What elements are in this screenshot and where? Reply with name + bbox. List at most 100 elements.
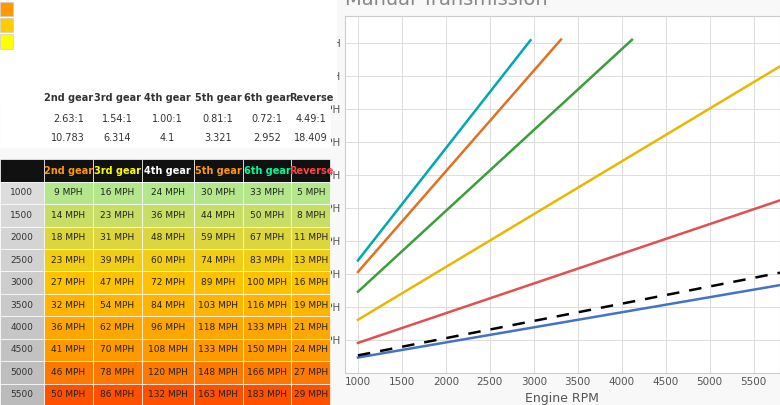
Text: 36 MPH: 36 MPH: [51, 323, 85, 332]
Text: 0.81:1: 0.81:1: [203, 114, 233, 124]
Text: 118 MPH: 118 MPH: [198, 323, 238, 332]
Text: 44 MPH: 44 MPH: [201, 211, 236, 220]
Bar: [0, 316, 44, 339]
Bar: [243, 128, 292, 147]
Text: 74 MPH: 74 MPH: [201, 256, 236, 265]
Bar: [0, 128, 44, 147]
Bar: [44, 339, 93, 361]
Bar: [292, 294, 330, 316]
Bar: [93, 316, 141, 339]
Bar: [93, 182, 141, 204]
Text: 100 MPH: 100 MPH: [247, 278, 287, 287]
Bar: [292, 109, 330, 128]
Text: 46 MPH: 46 MPH: [51, 368, 85, 377]
Bar: [141, 204, 193, 226]
Text: 47 MPH: 47 MPH: [100, 278, 134, 287]
Bar: [141, 87, 193, 109]
Bar: [292, 361, 330, 384]
Text: 62 MPH: 62 MPH: [100, 323, 134, 332]
Text: 5500: 5500: [10, 390, 34, 399]
Bar: [93, 271, 141, 294]
Text: 6th gear: 6th gear: [243, 166, 290, 175]
Bar: [93, 160, 141, 182]
Text: 2.952: 2.952: [253, 133, 281, 143]
Bar: [44, 384, 93, 405]
Text: 6.314: 6.314: [103, 133, 131, 143]
Bar: [93, 204, 141, 226]
Text: 72 MPH: 72 MPH: [151, 278, 185, 287]
Text: 32 MPH: 32 MPH: [51, 301, 85, 309]
Text: 84 MPH: 84 MPH: [151, 301, 185, 309]
Text: Manual Transmission: Manual Transmission: [345, 0, 548, 9]
Text: 21 MPH: 21 MPH: [294, 323, 328, 332]
Text: 16 MPH: 16 MPH: [100, 188, 134, 197]
Text: 96 MPH: 96 MPH: [151, 323, 185, 332]
Text: 3500: 3500: [10, 301, 34, 309]
Bar: [193, 294, 243, 316]
Bar: [292, 249, 330, 271]
Bar: [193, 249, 243, 271]
Bar: [93, 109, 141, 128]
Text: 133 MPH: 133 MPH: [247, 323, 287, 332]
Text: 133 MPH: 133 MPH: [198, 345, 238, 354]
Bar: [243, 109, 292, 128]
Text: 50 MPH: 50 MPH: [51, 390, 85, 399]
Text: 67 MPH: 67 MPH: [250, 233, 284, 242]
Bar: [44, 294, 93, 316]
Text: 30 MPH: 30 MPH: [201, 188, 236, 197]
Text: 120 MPH: 120 MPH: [147, 368, 187, 377]
Bar: [141, 271, 193, 294]
Text: 83 MPH: 83 MPH: [250, 256, 284, 265]
Bar: [44, 160, 93, 182]
Bar: [0, 182, 44, 204]
Text: 23 MPH: 23 MPH: [51, 256, 85, 265]
Text: 4000: 4000: [10, 323, 34, 332]
Text: 116 MPH: 116 MPH: [247, 301, 287, 309]
Text: 4th gear: 4th gear: [144, 93, 191, 103]
Text: 148 MPH: 148 MPH: [198, 368, 238, 377]
Bar: [292, 271, 330, 294]
Text: 19 MPH: 19 MPH: [294, 301, 328, 309]
Bar: [93, 339, 141, 361]
Text: 1500: 1500: [10, 211, 34, 220]
Bar: [193, 109, 243, 128]
Text: 4500: 4500: [10, 345, 34, 354]
Bar: [292, 226, 330, 249]
Text: 48 MPH: 48 MPH: [151, 233, 185, 242]
Text: 2nd gear: 2nd gear: [44, 166, 93, 175]
Text: 8 MPH: 8 MPH: [296, 211, 325, 220]
Bar: [243, 87, 292, 109]
Text: 18.409: 18.409: [294, 133, 328, 143]
Text: 5 MPH: 5 MPH: [296, 188, 325, 197]
Bar: [243, 294, 292, 316]
Bar: [93, 384, 141, 405]
Bar: [292, 87, 330, 109]
Bar: [141, 182, 193, 204]
Text: 3rd gear: 3rd gear: [94, 166, 140, 175]
Text: 50 MPH: 50 MPH: [250, 211, 284, 220]
Bar: [141, 226, 193, 249]
Bar: [0, 271, 44, 294]
Bar: [292, 339, 330, 361]
Bar: [141, 361, 193, 384]
Text: Reverse: Reverse: [289, 93, 333, 103]
Bar: [0, 384, 44, 405]
Text: 4.1: 4.1: [160, 133, 176, 143]
Bar: [0, 339, 44, 361]
Bar: [193, 87, 243, 109]
Bar: [0, 294, 44, 316]
Text: 39 MPH: 39 MPH: [100, 256, 134, 265]
Text: 4th gear: 4th gear: [144, 166, 191, 175]
Bar: [0, 361, 44, 384]
Bar: [0, 34, 13, 49]
Text: 150 MPH: 150 MPH: [247, 345, 287, 354]
Bar: [141, 109, 193, 128]
Text: 86 MPH: 86 MPH: [100, 390, 134, 399]
Bar: [193, 160, 243, 182]
Text: 2.63:1: 2.63:1: [53, 114, 83, 124]
Text: 5000: 5000: [10, 368, 34, 377]
Bar: [243, 316, 292, 339]
Text: 89 MPH: 89 MPH: [201, 278, 236, 287]
Bar: [193, 182, 243, 204]
Bar: [243, 226, 292, 249]
